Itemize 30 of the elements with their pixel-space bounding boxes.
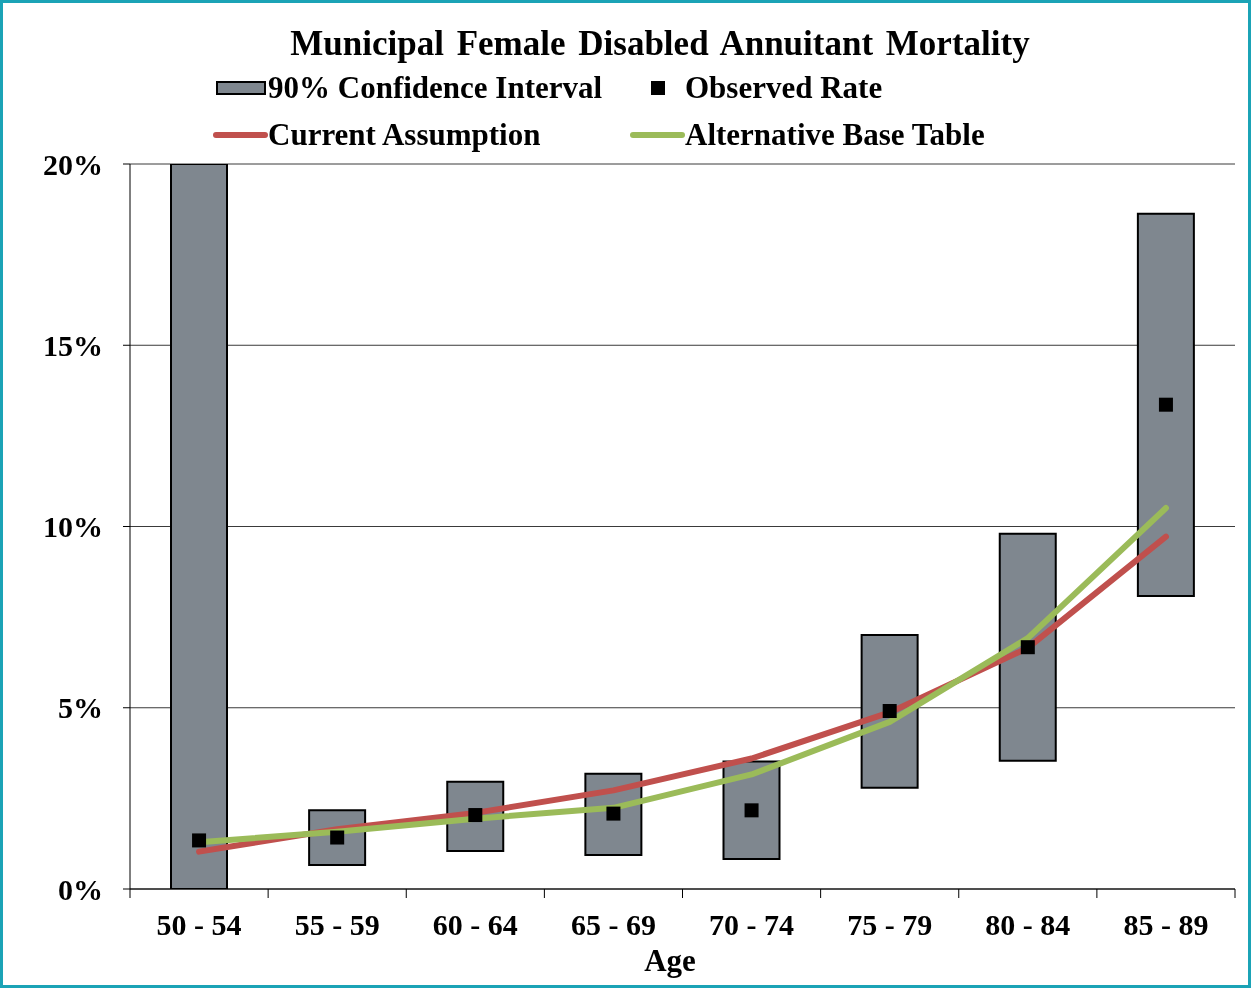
- y-tick-label: 10%: [43, 510, 103, 544]
- point: [192, 833, 207, 848]
- y-tick-label: 15%: [43, 328, 103, 362]
- legend-label: Current Assumption: [268, 116, 541, 152]
- y-tick-label: 0%: [58, 872, 103, 906]
- bar: [998, 532, 1057, 762]
- y-tick-label: 20%: [43, 147, 103, 181]
- point: [468, 808, 483, 823]
- x-tick-label: 60 - 64: [432, 908, 518, 941]
- legend-label: Alternative Base Table: [685, 116, 985, 152]
- x-axis-title: Age: [644, 943, 696, 978]
- x-tick-label: 70 - 74: [709, 908, 795, 941]
- legend-label: Observed Rate: [685, 69, 883, 105]
- x-tick-label: 85 - 89: [1123, 908, 1209, 941]
- point: [606, 806, 621, 821]
- x-tick-label: 50 - 54: [156, 908, 242, 941]
- point: [744, 803, 759, 818]
- y-tick-label: 5%: [58, 691, 103, 725]
- point: [1158, 397, 1173, 412]
- bar: [860, 633, 919, 789]
- point: [1020, 640, 1035, 655]
- bar: [170, 164, 228, 889]
- x-tick-label: 75 - 79: [847, 908, 933, 941]
- legend-label: 90% Confidence Interval: [268, 69, 603, 105]
- x-tick-label: 80 - 84: [985, 908, 1071, 941]
- point: [882, 704, 897, 719]
- bar: [1136, 212, 1195, 598]
- chart-title: Municipal Female Disabled Annuitant Mortality: [290, 24, 1030, 63]
- x-tick-label: 65 - 69: [570, 908, 656, 941]
- x-tick-label: 55 - 59: [294, 908, 380, 941]
